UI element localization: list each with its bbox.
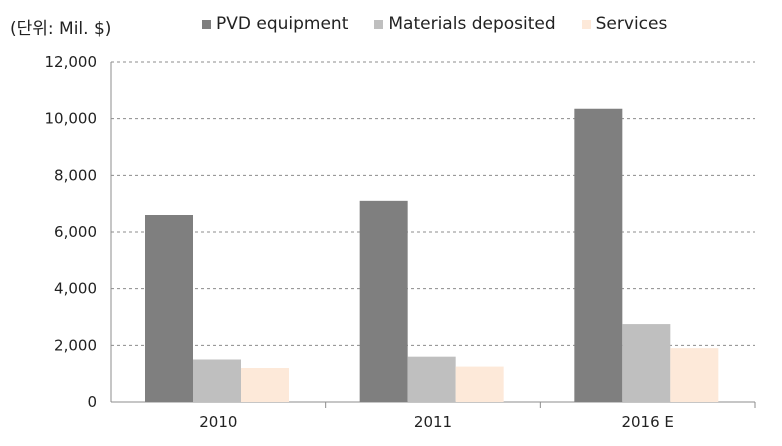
legend-swatch	[202, 19, 211, 29]
bar-services-2010	[241, 368, 289, 402]
unit-label: (단위: Mil. $)	[10, 19, 112, 39]
y-tick-label: 4,000	[54, 280, 97, 298]
legend-item: PVD equipment	[202, 14, 348, 34]
legend-label: Services	[595, 14, 668, 34]
bar-pvd-equipment-2011	[359, 200, 408, 402]
bar-services-2011	[455, 366, 504, 402]
y-tick-label: 6,000	[54, 223, 97, 241]
bar-pvd-equipment-2010	[145, 215, 193, 402]
y-tick-label: 2,000	[54, 336, 97, 354]
y-tick-label: 0	[87, 393, 97, 411]
legend-swatch	[581, 19, 591, 29]
chart-legend: PVD equipment Materials deposited Services	[202, 14, 693, 34]
legend-swatch	[374, 19, 384, 29]
legend-label: PVD equipment	[216, 14, 349, 34]
legend-item: Services	[581, 14, 668, 34]
y-tick-label: 8,000	[54, 166, 97, 184]
x-tick-label: 2010	[199, 413, 237, 431]
bar-materials-deposited-2011	[407, 356, 456, 402]
x-tick-label: 2016 E	[621, 413, 673, 431]
bar-materials-deposited-2016-e	[622, 324, 671, 402]
legend-label: Materials deposited	[388, 14, 556, 34]
bar-materials-deposited-2010	[193, 359, 241, 402]
bar-pvd-equipment-2016-e	[574, 108, 623, 402]
y-tick-label: 10,000	[45, 110, 98, 128]
legend-item: Materials deposited	[374, 14, 556, 34]
x-tick-label: 2011	[414, 413, 452, 431]
y-tick-label: 12,000	[45, 53, 98, 71]
bar-services-2016-e	[670, 348, 719, 402]
